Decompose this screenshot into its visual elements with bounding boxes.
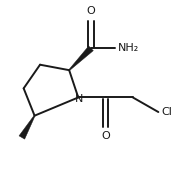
Polygon shape xyxy=(69,46,93,70)
Text: O: O xyxy=(87,6,95,17)
Text: Cl: Cl xyxy=(161,107,172,117)
Polygon shape xyxy=(19,115,35,139)
Text: NH₂: NH₂ xyxy=(117,43,139,53)
Text: N: N xyxy=(75,94,83,104)
Text: O: O xyxy=(101,131,110,141)
